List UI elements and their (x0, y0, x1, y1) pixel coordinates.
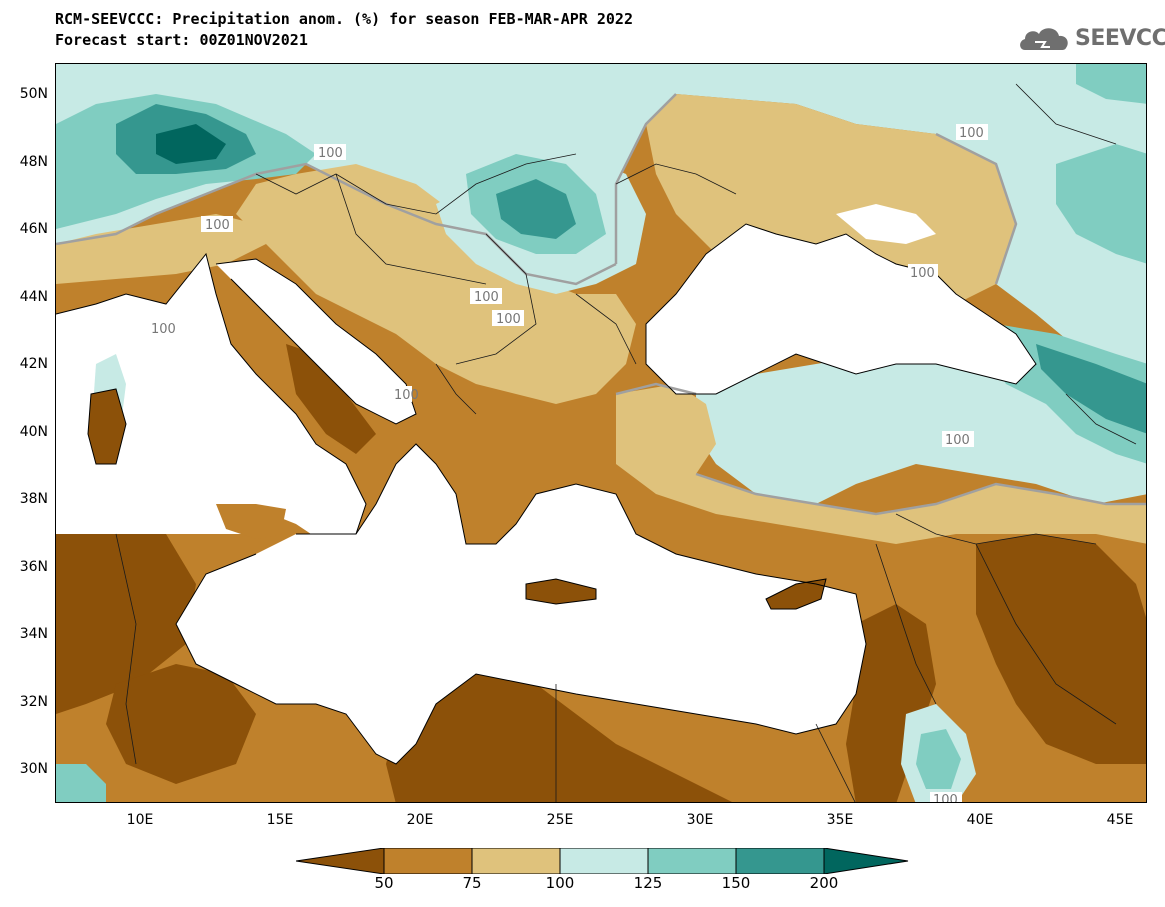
contour-label: 100 (205, 218, 230, 233)
colorbar-legend (295, 847, 916, 878)
anomaly-zone-below-50-libya (386, 674, 732, 802)
mediterranean-sea (56, 254, 366, 544)
lat-label: 44N (19, 289, 48, 305)
eastern-mediterranean-sea (176, 444, 866, 764)
forecast-start-label: Forecast start: 00Z01NOV2021 (55, 31, 308, 49)
anomaly-zone-75-100-turkey-south (616, 384, 1146, 544)
coastlines (56, 223, 1037, 765)
anomaly-zone-150-200-carpathians (496, 179, 576, 239)
lat-label: 36N (19, 559, 48, 575)
anomaly-zone-75-100-balkans (236, 164, 636, 404)
contour-label: 100 (959, 126, 984, 141)
lat-label: 32N (19, 694, 48, 710)
sicily (216, 504, 286, 539)
anomaly-zone-125-150-jordan (916, 729, 961, 789)
precipitation-anomaly-map: 100 100 100 100 100 100 100 100 100 100 (55, 63, 1147, 803)
lon-label: 15E (266, 812, 294, 828)
contour-label: 100 (933, 793, 958, 803)
anomaly-zone-125-150-southwest (56, 764, 106, 802)
cloud-icon (1020, 28, 1068, 50)
colorbar-label: 200 (809, 874, 839, 892)
anomaly-zone-below-50-arabia (976, 534, 1146, 764)
black-sea (646, 224, 1036, 394)
contour-label: 100 (474, 290, 499, 305)
colorbar-segment (647, 847, 737, 875)
colorbar-label: 50 (374, 874, 394, 892)
contour-label: 100 (151, 322, 176, 337)
anomaly-zone-below-50-italy (286, 344, 376, 454)
colorbar-segment (471, 847, 561, 875)
sea-of-azov (836, 204, 936, 244)
contour-label: 100 (496, 312, 521, 327)
lon-label: 35E (826, 812, 854, 828)
lat-label: 48N (19, 154, 48, 170)
colorbar-label: 150 (721, 874, 751, 892)
lat-label: 30N (19, 761, 48, 777)
lat-label: 50N (19, 86, 48, 102)
lat-label: 40N (19, 424, 48, 440)
colorbar-label: 100 (545, 874, 575, 892)
lon-label: 30E (686, 812, 714, 828)
country-borders (115, 83, 1137, 802)
colorbar-label: 75 (462, 874, 482, 892)
anomaly-zone-below-50-levant (846, 604, 936, 802)
crete (526, 579, 596, 604)
sardinia (88, 389, 126, 464)
colorbar-label: 125 (633, 874, 663, 892)
anomaly-zone-125-150-russia (1056, 144, 1146, 264)
anomaly-zone-150-200-caucasus (1036, 344, 1146, 434)
colorbar-segment (735, 847, 825, 875)
map-title: RCM-SEEVCCC: Precipitation anom. (%) for… (55, 10, 633, 28)
lat-label: 46N (19, 221, 48, 237)
anomaly-zone-125-150-northeast (1076, 64, 1146, 104)
anomaly-zone-over-200-alps (156, 124, 226, 164)
contour-label: 100 (318, 146, 343, 161)
lon-label: 45E (1106, 812, 1134, 828)
cyprus (766, 579, 826, 609)
contour-label: 100 (394, 388, 419, 403)
anomaly-zone-below-50-tunisia (106, 664, 256, 784)
lat-label: 42N (19, 356, 48, 372)
lat-label: 38N (19, 491, 48, 507)
lon-label: 20E (406, 812, 434, 828)
seevccc-logo: SEEVCCC (1017, 20, 1165, 60)
lon-label: 10E (126, 812, 154, 828)
adriatic-sea (216, 259, 416, 424)
colorbar-segment (559, 847, 649, 875)
contour-labels: 100 100 100 100 100 100 100 100 100 100 (151, 124, 988, 803)
lon-label: 25E (546, 812, 574, 828)
lat-label: 34N (19, 626, 48, 642)
anomaly-zone-below-50-north-africa (56, 524, 196, 714)
colorbar-segment (823, 847, 909, 875)
lon-label: 40E (966, 812, 994, 828)
colorbar-segment (383, 847, 473, 875)
contour-label: 100 (910, 266, 935, 281)
colorbar-segment (295, 847, 385, 875)
contour-label: 100 (945, 433, 970, 448)
